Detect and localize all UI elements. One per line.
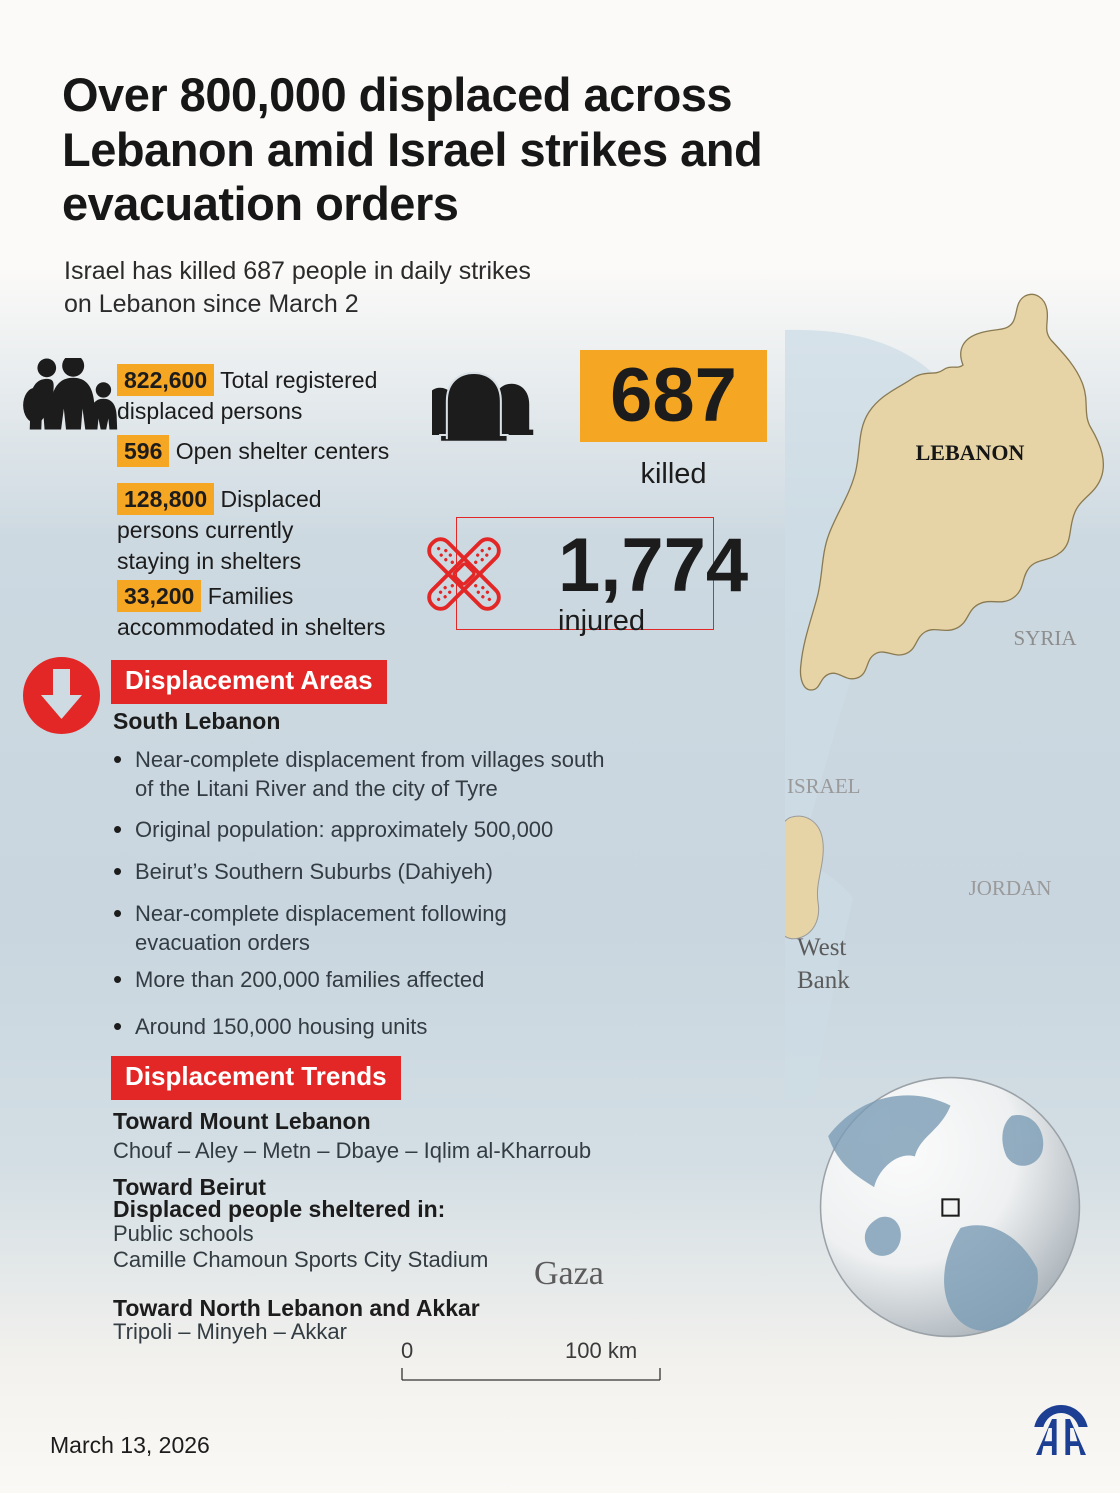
svg-text:West: West: [797, 934, 846, 961]
svg-text:Bank: Bank: [797, 967, 850, 994]
svg-text:SYRIA: SYRIA: [1013, 626, 1077, 650]
svg-text:LEBANON: LEBANON: [916, 440, 1025, 465]
svg-text:ISRAEL: ISRAEL: [787, 774, 861, 798]
svg-text:JORDAN: JORDAN: [969, 876, 1052, 900]
